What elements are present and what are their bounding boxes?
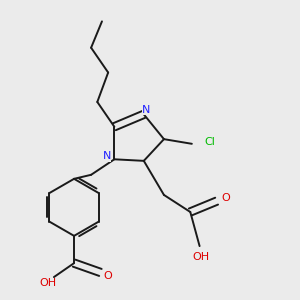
Text: O: O [222,193,230,203]
Text: OH: OH [193,252,210,262]
Text: OH: OH [39,278,56,288]
Text: Cl: Cl [204,137,215,147]
Text: N: N [102,151,111,161]
Text: O: O [104,271,112,281]
Text: N: N [142,105,151,115]
